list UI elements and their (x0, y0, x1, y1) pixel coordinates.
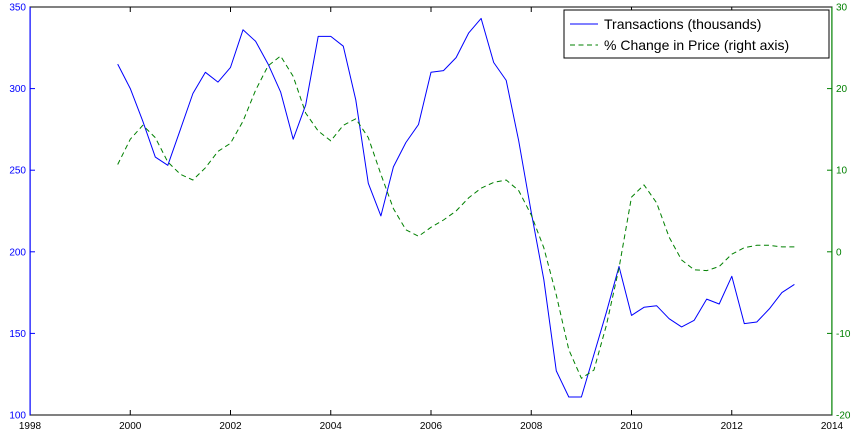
x-tick-label: 2008 (520, 421, 543, 432)
x-tick-label: 2006 (420, 421, 443, 432)
y-right-tick-label: -10 (836, 329, 851, 340)
y-right-tick-label: 20 (836, 84, 848, 95)
y-right-tick-label: 0 (836, 247, 842, 258)
y-left-tick-label: 200 (9, 247, 26, 258)
y-left-tick-label: 350 (9, 3, 26, 14)
x-tick-label: 2012 (721, 421, 744, 432)
plot-frame (29, 6, 833, 416)
series-layer (117, 17, 795, 398)
series-line-price-change (117, 55, 795, 379)
x-tick-label: 2014 (821, 421, 844, 432)
left-axis-line (29, 7, 31, 415)
y-right-tick-label: 10 (836, 166, 848, 177)
y-left-tick-label: 300 (9, 84, 26, 95)
y-left-tick-label: 250 (9, 166, 26, 177)
x-tick-label: 2010 (620, 421, 643, 432)
y-right-tick-label: 30 (836, 3, 848, 14)
tick-labels: 1998 2000 2002 2004 2006 2008 2010 2012 20141001… (9, 3, 851, 433)
x-tick-label: 2002 (219, 421, 242, 432)
right-axis-line (831, 7, 833, 415)
y-left-tick-label: 150 (9, 329, 26, 340)
legend-label-price-change: % Change in Price (right axis) (604, 37, 789, 53)
y-right-tick-label: -20 (836, 411, 851, 422)
tick-marks (29, 6, 833, 416)
x-tick-label: 1998 (19, 421, 42, 432)
legend-box (563, 9, 830, 59)
legend: Transactions (thousands) % Change in Pri… (563, 9, 830, 59)
x-tick-label: 2004 (320, 421, 343, 432)
legend-label-transactions: Transactions (thousands) (604, 16, 761, 32)
y-left-tick-label: 100 (9, 411, 26, 422)
x-tick-label: 2000 (119, 421, 142, 432)
series-line-transactions (117, 17, 795, 398)
